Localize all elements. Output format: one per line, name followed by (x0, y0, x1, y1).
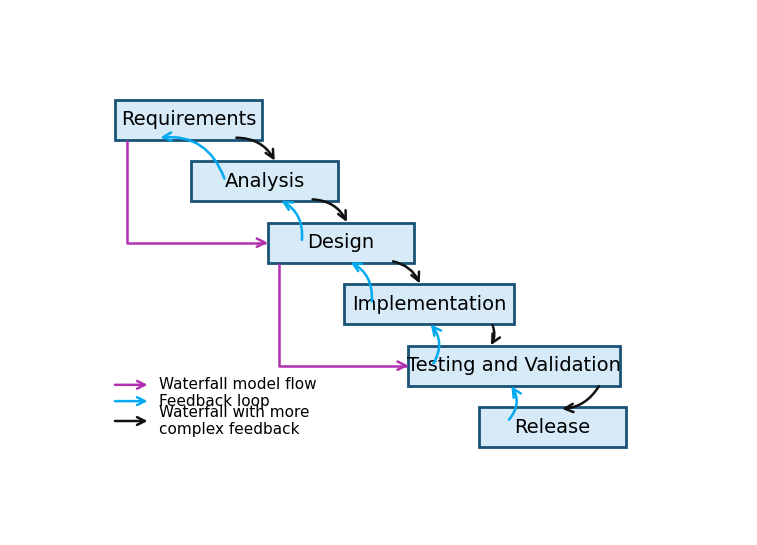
FancyBboxPatch shape (268, 223, 414, 263)
FancyBboxPatch shape (344, 284, 514, 324)
Text: Release: Release (514, 417, 590, 437)
FancyBboxPatch shape (479, 407, 625, 447)
Text: Requirements: Requirements (121, 110, 256, 129)
Text: Testing and Validation: Testing and Validation (407, 356, 621, 375)
Text: Design: Design (307, 233, 375, 252)
Text: Implementation: Implementation (352, 295, 506, 314)
FancyBboxPatch shape (115, 100, 262, 140)
Text: Analysis: Analysis (225, 172, 305, 191)
Text: Waterfall with more
complex feedback: Waterfall with more complex feedback (159, 405, 310, 437)
Text: Feedback loop: Feedback loop (159, 393, 270, 409)
Text: Waterfall model flow: Waterfall model flow (159, 377, 316, 392)
FancyBboxPatch shape (409, 346, 620, 385)
FancyBboxPatch shape (192, 161, 338, 201)
